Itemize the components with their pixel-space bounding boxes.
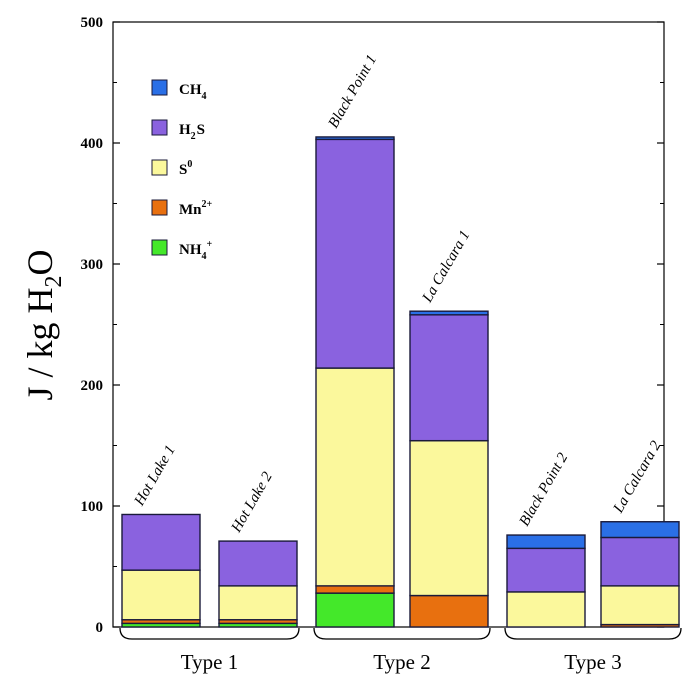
legend: CH4 H2S S0 Mn2+ NH4+ bbox=[151, 79, 213, 262]
legend-swatch bbox=[151, 239, 168, 256]
bar-segment bbox=[315, 592, 395, 628]
bar-segment bbox=[409, 594, 489, 628]
bar-segment bbox=[506, 547, 586, 593]
y-axis-label: J / kg H2O bbox=[20, 249, 67, 400]
group-label: Type 3 bbox=[564, 650, 621, 674]
legend-swatch bbox=[151, 79, 168, 96]
bar-segment bbox=[409, 439, 489, 597]
legend-swatch bbox=[151, 159, 168, 176]
y-tick-label: 100 bbox=[81, 499, 104, 515]
group-brackets: Type 1 Type 2 Type 3 bbox=[119, 627, 682, 674]
legend-swatch bbox=[151, 199, 168, 216]
category-label: La Calcara 1 bbox=[419, 228, 473, 306]
category-label: Hot Lake 1 bbox=[131, 443, 179, 510]
group-bracket bbox=[504, 627, 682, 640]
bar-segment bbox=[600, 536, 680, 587]
y-tick-label: 200 bbox=[81, 378, 104, 394]
bar-segment bbox=[121, 513, 201, 571]
group-bracket bbox=[313, 627, 491, 640]
y-tick-label: 300 bbox=[81, 257, 104, 273]
category-label: Black Point 1 bbox=[326, 52, 381, 131]
bar-segment bbox=[218, 585, 298, 621]
legend-entry: CH4 bbox=[179, 82, 207, 102]
y-tick-label: 500 bbox=[81, 15, 104, 31]
bars bbox=[121, 136, 680, 628]
category-label: La Calcara 2 bbox=[610, 438, 665, 517]
bar-segment bbox=[506, 591, 586, 628]
bar-segment bbox=[409, 310, 489, 316]
bar-segment bbox=[315, 367, 395, 587]
y-tick-label: 0 bbox=[96, 620, 104, 636]
bar-segment bbox=[315, 136, 395, 141]
legend-swatch bbox=[151, 119, 168, 136]
category-label: Black Point 2 bbox=[517, 450, 572, 529]
bar-segment bbox=[315, 138, 395, 369]
bar-segment bbox=[218, 540, 298, 587]
bar-segment bbox=[315, 585, 395, 594]
group-label: Type 2 bbox=[373, 650, 430, 674]
legend-entry: S0 bbox=[179, 159, 192, 178]
category-labels: Hot Lake 1 Hot Lake 2 Black Point 1 La Calc… bbox=[131, 52, 665, 536]
bar-segment bbox=[409, 314, 489, 442]
y-tick-label: 400 bbox=[81, 136, 104, 152]
legend-entry: H2S bbox=[179, 122, 205, 142]
legend-entry: Mn2+ bbox=[179, 199, 213, 218]
bar-segment bbox=[600, 521, 680, 539]
bar-segment bbox=[121, 569, 201, 621]
group-bracket bbox=[119, 627, 300, 640]
bar-segment bbox=[600, 585, 680, 626]
legend-entry: NH4+ bbox=[179, 239, 213, 262]
bar-segment bbox=[506, 534, 586, 550]
y-axis-title: J / kg H2O bbox=[20, 249, 67, 400]
category-label: Hot Lake 2 bbox=[228, 469, 276, 536]
group-label: Type 1 bbox=[181, 650, 238, 674]
